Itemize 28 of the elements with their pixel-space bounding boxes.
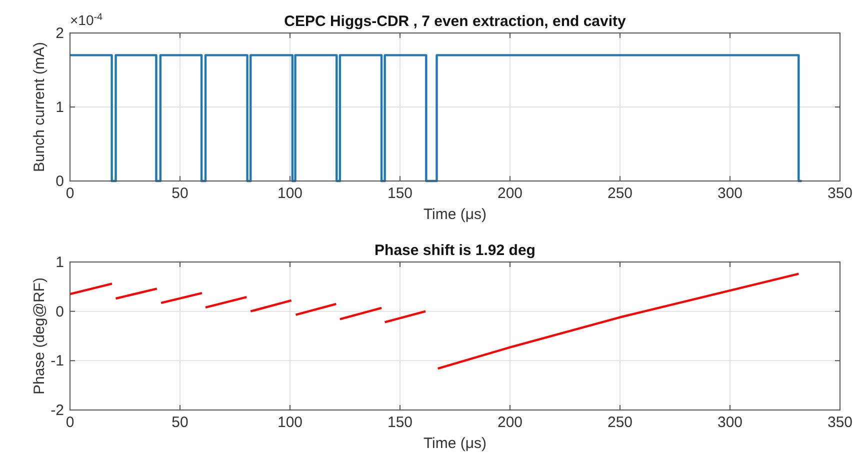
- x-axis-title: Time (μs): [423, 435, 487, 452]
- x-tick-label: 250: [607, 185, 633, 202]
- y-tick-label: 1: [56, 99, 64, 116]
- x-tick-label: 200: [497, 414, 523, 431]
- y-tick-label: 0: [56, 303, 64, 320]
- y-tick-label: -1: [50, 352, 64, 370]
- x-tick-label: 100: [277, 185, 303, 202]
- x-axis-title: Time (μs): [423, 206, 487, 223]
- y-axis-title: Bunch current (mA): [31, 42, 48, 172]
- x-tick-label: 350: [827, 414, 853, 431]
- x-tick-label: 200: [497, 185, 523, 202]
- text: ×10$^{-4}$: [70, 12, 104, 28]
- x-tick-label: 50: [172, 414, 188, 431]
- y-tick-label: 2: [56, 25, 64, 42]
- chart-title: Phase shift is 1.92 deg: [374, 242, 536, 259]
- y-axis-title: Phase (deg@RF): [31, 278, 48, 394]
- x-tick-label: 150: [387, 185, 413, 202]
- x-tick-label: 50: [172, 185, 188, 202]
- x-tick-label: 250: [607, 414, 633, 431]
- x-tick-label: 150: [387, 414, 413, 431]
- chart-title: CEPC Higgs-CDR , 7 even extraction, end cavity: [284, 13, 627, 30]
- y-tick-label: 0: [56, 173, 64, 190]
- y-tick-label: -2: [50, 402, 64, 419]
- x-tick-label: 350: [827, 185, 853, 202]
- x-tick-label: 300: [717, 414, 743, 431]
- x-tick-label: 300: [717, 185, 743, 202]
- y-tick-label: 1: [56, 254, 64, 271]
- x-tick-label: 100: [277, 414, 303, 431]
